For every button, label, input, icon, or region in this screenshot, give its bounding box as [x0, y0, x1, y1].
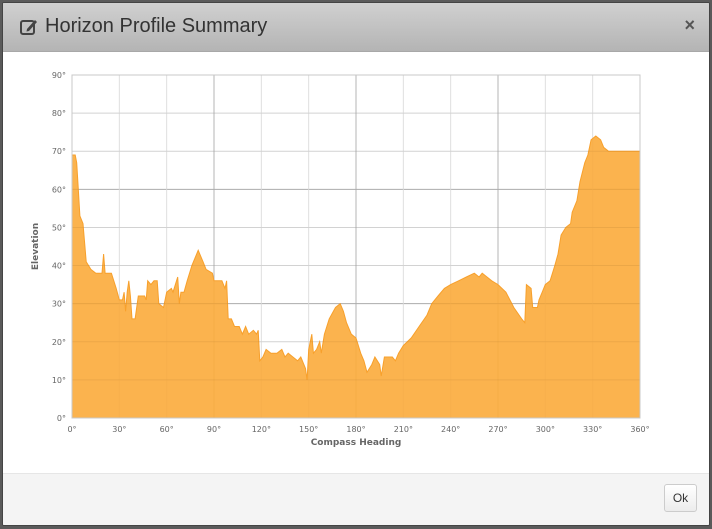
x-tick-label: 360° — [630, 425, 649, 434]
ok-button[interactable]: Ok — [664, 484, 697, 512]
horizon-profile-chart: 0° 10° 20° 30° 40° 50° 60° 70° 80° 90° 0° 30° 60° 90°… — [31, 71, 650, 448]
y-tick-label: 30° — [52, 300, 66, 309]
x-tick-label: 240° — [441, 425, 460, 434]
edit-icon — [20, 19, 37, 35]
y-tick-label: 70° — [52, 147, 66, 156]
y-tick-label: 10° — [52, 376, 66, 385]
y-tick-label: 50° — [52, 223, 66, 232]
y-tick-label: 20° — [52, 338, 66, 347]
x-tick-label: 0° — [67, 425, 76, 434]
close-button[interactable]: × — [684, 15, 695, 35]
x-tick-label: 90° — [207, 425, 221, 434]
y-tick-label: 0° — [57, 414, 66, 423]
dialog-title: Horizon Profile Summary — [19, 15, 267, 38]
x-tick-label: 120° — [252, 425, 271, 434]
y-tick-label: 60° — [52, 185, 66, 194]
dialog-title-text: Horizon Profile Summary — [45, 15, 268, 37]
x-tick-label: 270° — [488, 425, 507, 434]
y-tick-label: 90° — [52, 71, 66, 80]
y-axis-label: Elevation — [31, 223, 41, 270]
x-tick-label: 60° — [160, 425, 174, 434]
y-tick-label: 40° — [52, 262, 66, 271]
x-tick-label: 30° — [112, 425, 126, 434]
y-tick-label: 80° — [52, 109, 66, 118]
plot-border — [71, 74, 641, 419]
dialog-body: 0° 10° 20° 30° 40° 50° 60° 70° 80° 90° 0° 30° 60° 90°… — [3, 52, 709, 476]
elevation-area — [71, 135, 641, 419]
x-tick-label: 210° — [394, 425, 413, 434]
x-tick-label: 150° — [299, 425, 318, 434]
x-tick-label: 300° — [536, 425, 555, 434]
x-axis-label: Compass Heading — [311, 438, 402, 448]
x-tick-label: 180° — [346, 425, 365, 434]
dialog-header: Horizon Profile Summary × — [3, 3, 709, 52]
x-tick-label: 330° — [583, 425, 602, 434]
dialog-footer: Ok — [3, 473, 709, 525]
